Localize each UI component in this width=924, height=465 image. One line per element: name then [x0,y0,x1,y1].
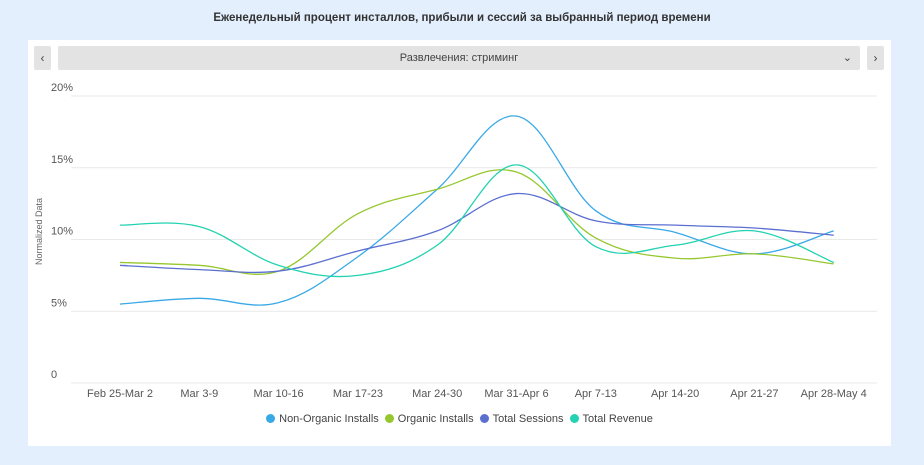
legend-item-organic-installs[interactable]: Organic Installs [384,413,474,425]
previous-category-button[interactable]: ‹ [34,46,51,70]
y-axis-label: Normalized Data [34,198,44,265]
y-tick-label: 5% [51,297,67,309]
x-tick-label: Mar 31-Apr 6 [484,388,548,400]
legend-label: Total Sessions [492,413,564,425]
legend-marker [384,414,394,423]
legend-item-non-organic-installs[interactable]: Non-Organic Installs [266,413,379,425]
chart-title: Еженедельный процент инсталлов, прибыли … [213,12,711,24]
chevron-right-icon: › [873,51,878,65]
series-line-non-organic-installs [119,115,834,306]
series-line-total-sessions [119,192,834,274]
legend-marker [479,414,489,423]
x-tick-label: Feb 25-Mar 2 [87,388,153,400]
x-tick-label: Mar 3-9 [180,388,218,400]
category-select-label: Развлечения: стриминг [399,52,519,64]
x-tick-label: Mar 10-16 [254,388,304,400]
category-select[interactable]: Развлечения: стриминг ⌄ [58,46,860,70]
y-tick-label: 15% [51,154,73,166]
chevron-down-icon: ⌄ [842,52,852,64]
legend-label: Total Revenue [582,413,653,425]
y-tick-label: 10% [51,226,73,238]
legend-marker [266,414,276,423]
legend-marker [569,414,579,423]
legend-label: Non-Organic Installs [279,413,379,425]
chart-legend: Non-Organic Installs Organic Installs Tota… [28,413,891,425]
legend-item-total-revenue[interactable]: Total Revenue [569,413,653,425]
series-line-organic-installs [119,169,834,275]
chevron-left-icon: ‹ [40,51,45,65]
y-tick-label: 20% [51,82,73,94]
x-tick-label: Apr 14-20 [651,388,699,400]
line-chart: 0 5% 10% 15% 20% Normalized Data Feb 25-Mar 2 M… [34,82,877,400]
legend-label: Organic Installs [397,413,474,425]
x-tick-label: Apr 21-27 [730,388,778,400]
x-tick-label: Mar 17-23 [333,388,383,400]
x-tick-label: Apr 7-13 [575,388,617,400]
x-tick-label: Mar 24-30 [412,388,462,400]
legend-item-total-sessions[interactable]: Total Sessions [479,413,564,425]
x-tick-label: Apr 28-May 4 [801,388,867,400]
series-line-total-revenue [119,164,834,278]
next-category-button[interactable]: › [867,46,884,70]
chart-panel: ‹ Развлечения: стриминг ⌄ › 0 5% 10% 15% 20%… [28,40,891,446]
y-tick-label: 0 [51,369,57,381]
